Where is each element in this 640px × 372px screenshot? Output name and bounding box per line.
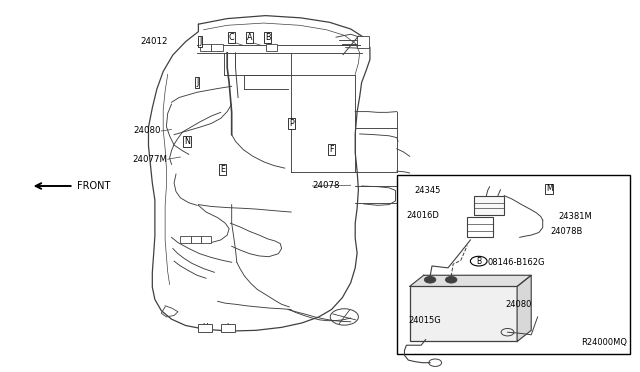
- Circle shape: [448, 278, 454, 282]
- Text: 24015G: 24015G: [408, 316, 441, 325]
- Bar: [191, 236, 201, 243]
- Text: A: A: [247, 33, 252, 42]
- Bar: [266, 44, 277, 51]
- Text: J: J: [199, 37, 202, 46]
- Text: 24078: 24078: [312, 182, 340, 190]
- Text: R24000MQ: R24000MQ: [581, 339, 627, 347]
- Text: B: B: [476, 257, 481, 266]
- Text: K: K: [204, 237, 208, 242]
- Text: Z: Z: [184, 237, 188, 242]
- Text: FRONT: FRONT: [77, 181, 110, 191]
- Text: 24016D: 24016D: [406, 211, 439, 219]
- Bar: [200, 44, 211, 51]
- Text: K: K: [269, 45, 274, 51]
- Text: P: P: [289, 119, 294, 128]
- Text: N: N: [184, 137, 190, 146]
- Bar: [221, 324, 235, 332]
- Bar: [211, 44, 223, 51]
- Text: 24012: 24012: [140, 37, 168, 46]
- Text: K: K: [194, 237, 198, 242]
- Circle shape: [427, 278, 433, 282]
- Circle shape: [445, 276, 457, 283]
- Text: 24381M: 24381M: [558, 212, 592, 221]
- Bar: [410, 286, 517, 341]
- Text: J: J: [196, 78, 198, 87]
- Bar: [357, 36, 369, 48]
- Text: 24080: 24080: [134, 126, 161, 135]
- Text: 24080: 24080: [506, 300, 532, 309]
- Text: K: K: [203, 45, 208, 51]
- Bar: [474, 196, 504, 215]
- Text: 08146-B162G: 08146-B162G: [488, 258, 545, 267]
- Text: H: H: [203, 323, 208, 332]
- Bar: [397, 175, 630, 354]
- Bar: [198, 324, 212, 332]
- Polygon shape: [517, 275, 531, 341]
- Bar: [180, 236, 191, 243]
- Text: C: C: [229, 33, 234, 42]
- Circle shape: [424, 276, 436, 283]
- Text: 24077M: 24077M: [132, 155, 168, 164]
- Text: 24345: 24345: [415, 186, 441, 195]
- Text: I: I: [227, 323, 229, 332]
- Text: 24078B: 24078B: [550, 227, 583, 236]
- Text: K: K: [214, 45, 220, 51]
- Text: M: M: [546, 185, 552, 193]
- Bar: [467, 217, 493, 237]
- Text: E: E: [220, 165, 225, 174]
- Text: F: F: [329, 145, 334, 154]
- Bar: [201, 236, 211, 243]
- Polygon shape: [410, 275, 531, 286]
- Text: B: B: [265, 33, 270, 42]
